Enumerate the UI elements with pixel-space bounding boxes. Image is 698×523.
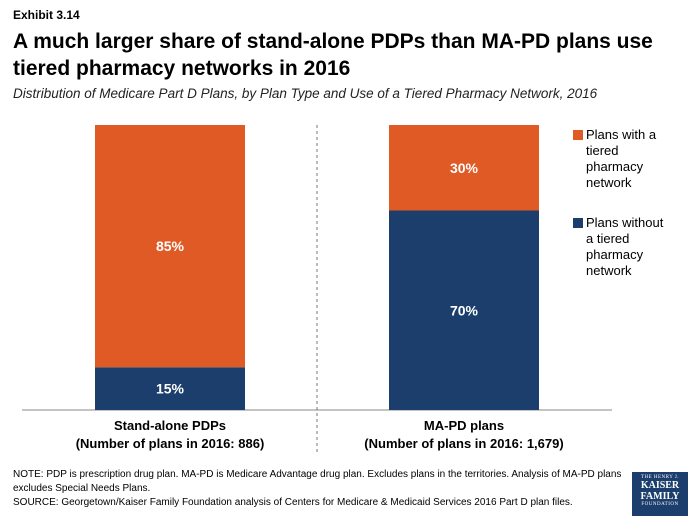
category-sublabel: (Number of plans in 2016: 886) [76, 436, 265, 451]
data-label: 30% [450, 160, 479, 176]
legend-swatch [573, 218, 583, 228]
chart-subtitle: Distribution of Medicare Part D Plans, b… [13, 86, 598, 101]
legend-label-line: pharmacy [586, 247, 644, 262]
legend-label-line: network [586, 263, 632, 278]
data-label: 70% [450, 302, 479, 318]
bar-segment [95, 125, 245, 368]
legend-label-line: tiered [586, 143, 619, 158]
chart-title: A much larger share of stand-alone PDPs … [13, 30, 653, 80]
bar-segment [95, 367, 245, 410]
exhibit-label: Exhibit 3.14 [13, 8, 80, 22]
data-label: 15% [156, 381, 185, 397]
footnotes: NOTE: PDP is prescription drug plan. MA-… [13, 468, 623, 510]
bar-segment [389, 125, 539, 211]
category-sublabel: (Number of plans in 2016: 1,679) [364, 436, 563, 451]
category-label: Stand-alone PDPs [114, 418, 226, 433]
category-label: MA-PD plans [424, 418, 504, 433]
legend-label-line: network [586, 175, 632, 190]
kff-logo: THE HENRY J. KAISER FAMILY FOUNDATION [632, 472, 688, 516]
data-label: 85% [156, 238, 185, 254]
bar-segment [389, 210, 539, 410]
logo-line-1: THE HENRY J. [640, 475, 680, 480]
legend-label-line: Plans without [586, 215, 664, 230]
logo-line-4: FOUNDATION [641, 502, 679, 507]
legend-label: Plans with a tiered pharmacy network [586, 127, 656, 191]
logo-line-2: KAISER [640, 480, 680, 491]
logo-line-3: FAMILY [640, 491, 680, 502]
legend-label-line: Plans with a [586, 127, 657, 142]
legend-label: Plans without a tiered pharmacy network [586, 215, 663, 279]
legend-label-line: a tiered [586, 231, 630, 246]
legend-swatch [573, 130, 583, 140]
footnote-note: NOTE: PDP is prescription drug plan. MA-… [13, 469, 622, 494]
legend-label-line: pharmacy [586, 159, 644, 174]
footnote-source: SOURCE: Georgetown/Kaiser Family Foundat… [13, 497, 573, 508]
